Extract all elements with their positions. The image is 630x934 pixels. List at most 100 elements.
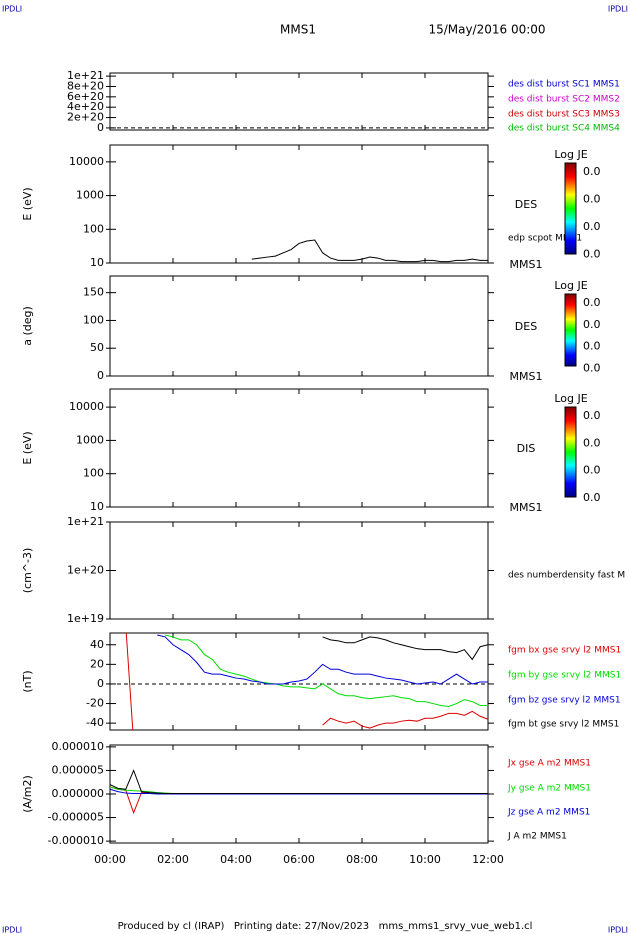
y-axis-label: a (deg): [21, 306, 34, 346]
colorbar-tick-label: 0.0: [583, 165, 601, 178]
data-line: [125, 633, 488, 730]
y-tick-label: 2e+20: [67, 111, 104, 124]
y-tick-label: 0.000005: [52, 763, 105, 776]
panel-frame: [109, 144, 489, 264]
side-label: DIS: [517, 442, 536, 455]
panel-frame: [109, 521, 489, 620]
y-tick-label: 0.000000: [52, 787, 105, 800]
y-tick-label: 6e+20: [67, 90, 104, 103]
side-label: MMS1: [510, 258, 543, 271]
y-axis-label: (cm^-3): [21, 548, 34, 594]
side-label: MMS1: [510, 501, 543, 514]
colorbar-title: Log JE: [554, 392, 587, 405]
y-tick-label: 1e+21: [67, 69, 104, 82]
y-tick-label: 8e+20: [67, 79, 104, 92]
y-tick-label: 1000: [76, 189, 104, 202]
colorbar-tick-label: 0.0: [583, 296, 601, 309]
data-line: [251, 239, 488, 263]
colorbar-tick-label: 0.0: [583, 318, 601, 331]
colorbar-tick-label: 0.0: [583, 220, 601, 233]
data-line: [165, 634, 488, 707]
colorbar-tick-label: 0.0: [583, 491, 601, 504]
colorbar-tick-label: 0.0: [583, 409, 601, 422]
x-tick-label: 12:00: [472, 853, 504, 866]
legend-label: Jy gse A m2 MMS1: [507, 784, 591, 794]
side-label: MMS1: [510, 370, 543, 383]
legend-label: edp scpot MMS1: [508, 234, 582, 244]
side-label: DES: [515, 320, 537, 333]
legend-label: des dist burst SC2 MMS2: [508, 95, 620, 105]
colorbar-tick-label: 0.0: [583, 193, 601, 206]
x-tick-label: 06:00: [283, 853, 315, 866]
colorbar: [564, 406, 577, 498]
y-tick-label: 1e+21: [67, 515, 104, 528]
y-tick-label: 1000: [76, 433, 104, 446]
y-tick-label: 150: [83, 286, 104, 299]
y-tick-label: 0: [97, 677, 104, 690]
legend-label: des numberdensity fast M: [508, 571, 625, 581]
y-tick-label: 10: [90, 500, 104, 513]
y-tick-label: 10000: [69, 155, 104, 168]
y-tick-label: 0.000010: [52, 740, 105, 753]
y-axis-label: E (eV): [21, 431, 34, 464]
legend-label: Jx gse A m2 MMS1: [507, 759, 591, 769]
colorbar: [564, 293, 577, 367]
y-tick-label: 10000: [69, 400, 104, 413]
footer: Produced by cl (IRAP) Printing date: 27/…: [118, 921, 533, 932]
legend-label: fgm bt gse srvy l2 MMS1: [508, 720, 619, 730]
y-tick-label: 0: [97, 121, 104, 134]
y-tick-label: 100: [83, 467, 104, 480]
y-tick-label: 100: [83, 222, 104, 235]
y-tick-label: 1e+20: [67, 564, 104, 577]
y-tick-label: 0: [97, 369, 104, 382]
legend-label: fgm by gse srvy l2 MMS1: [508, 671, 621, 681]
panel-frame: [109, 72, 489, 131]
date: 15/May/2016 00:00: [428, 23, 545, 37]
x-tick-label: 02:00: [157, 853, 189, 866]
x-tick-label: 00:00: [94, 853, 126, 866]
y-axis-label: (nT): [21, 670, 34, 692]
y-tick-label: 4e+20: [67, 100, 104, 113]
y-axis-label: (A/m2): [21, 775, 34, 813]
panel-frame: [109, 275, 489, 377]
data-line: [110, 786, 488, 815]
colorbar-title: Log JE: [554, 148, 587, 161]
colorbar-tick-label: 0.0: [583, 248, 601, 261]
legend-label: des dist burst SC3 MMS3: [508, 110, 620, 120]
logo: IPDLI: [608, 5, 628, 14]
y-tick-label: -20: [86, 697, 104, 710]
colorbar-tick-label: 0.0: [583, 436, 601, 449]
side-label: DES: [515, 198, 537, 211]
legend-label: des dist burst SC4 MMS4: [508, 124, 620, 134]
data-line: [110, 786, 488, 795]
spacecraft: MMS1: [280, 23, 316, 37]
colorbar-tick-label: 0.0: [583, 361, 601, 374]
legend-label: Jz gse A m2 MMS1: [507, 808, 590, 818]
y-tick-label: -40: [86, 716, 104, 729]
data-line: [157, 634, 488, 685]
y-tick-label: 100: [83, 313, 104, 326]
y-tick-label: -0.000005: [48, 811, 104, 824]
colorbar: [564, 162, 577, 255]
logo: IPDLI: [2, 5, 22, 14]
panel-frame: [109, 388, 489, 508]
data-line: [110, 769, 488, 795]
logo: IPDLI: [2, 926, 22, 934]
colorbar-tick-label: 0.0: [583, 464, 601, 477]
x-tick-label: 10:00: [409, 853, 441, 866]
y-axis-label: E (eV): [21, 187, 34, 220]
colorbar-title: Log JE: [554, 279, 587, 292]
y-tick-label: 20: [90, 657, 104, 670]
y-tick-label: -0.000010: [48, 834, 104, 847]
x-tick-label: 08:00: [346, 853, 378, 866]
legend-label: des dist burst SC1 MMS1: [508, 80, 620, 90]
legend-label: fgm bz gse srvy l2 MMS1: [508, 696, 621, 706]
x-tick-label: 04:00: [220, 853, 252, 866]
y-tick-label: 50: [90, 341, 104, 354]
y-tick-label: 1e+19: [67, 612, 104, 625]
logo: IPDLI: [608, 926, 628, 934]
data-line: [322, 636, 488, 661]
y-tick-label: 10: [90, 256, 104, 269]
